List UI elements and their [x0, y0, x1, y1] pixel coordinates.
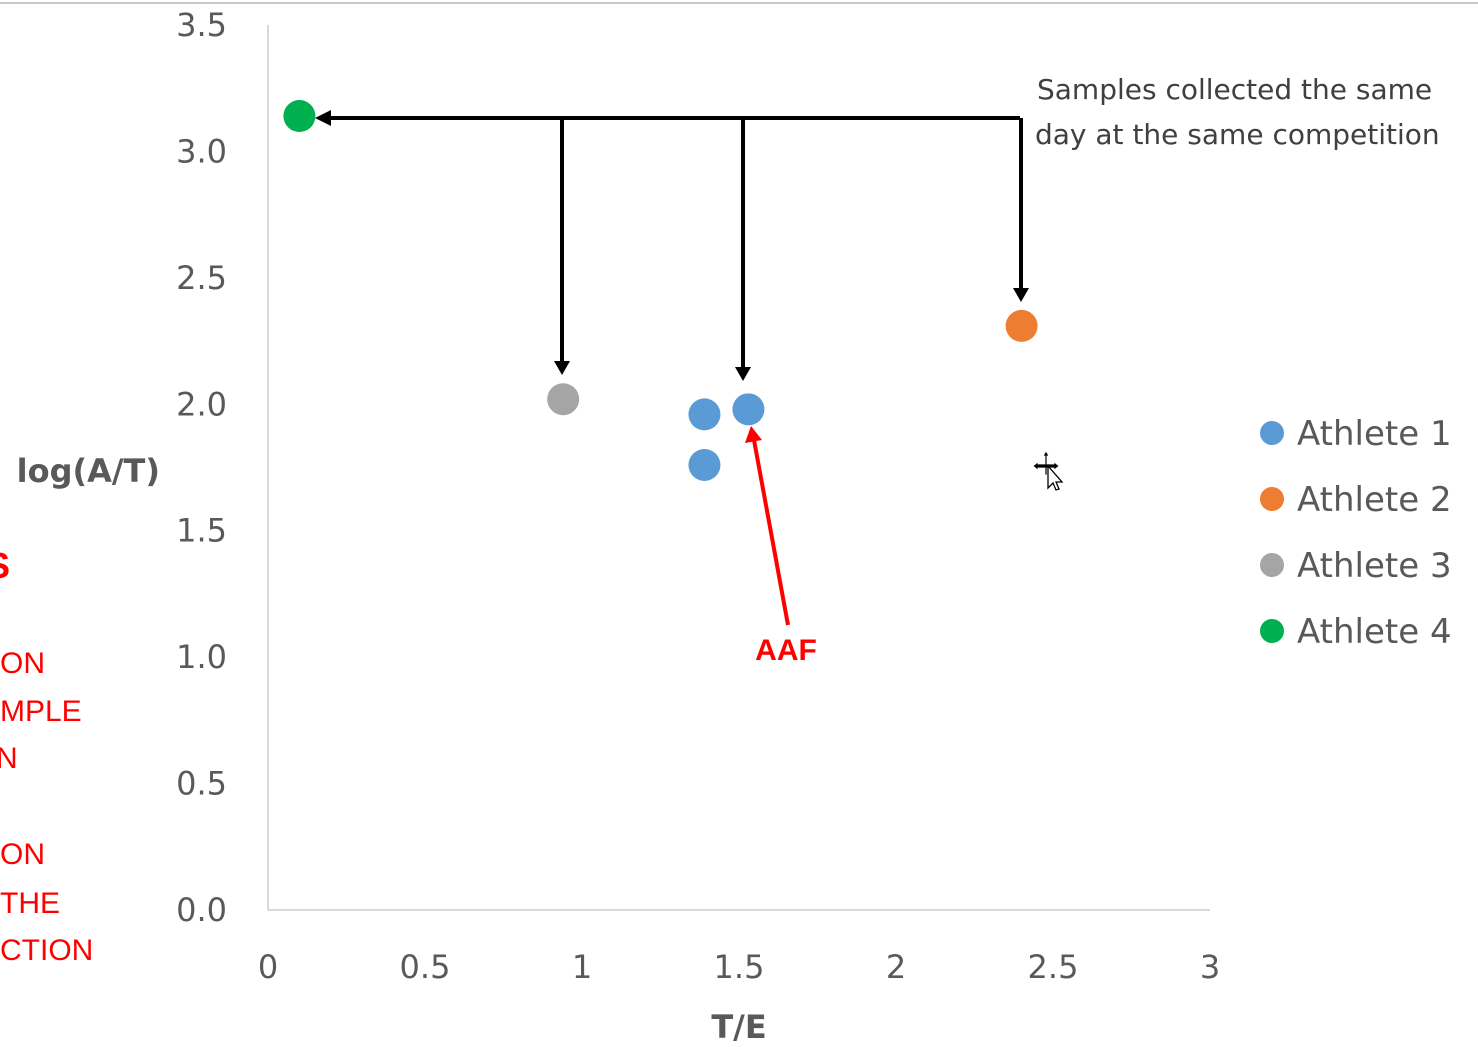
- y-tick-label: 2.0: [176, 385, 227, 423]
- y-axis-title: log(A/T): [17, 452, 160, 490]
- y-tick-label: 3.5: [176, 6, 227, 44]
- partial-line-1: ON: [0, 647, 45, 680]
- y-tick-label: 3.0: [176, 132, 227, 170]
- x-tick-label: 2: [886, 948, 906, 986]
- x-tick-label: 0.5: [400, 948, 451, 986]
- y-tick-label: 0.5: [176, 765, 227, 803]
- x-tick-label: 1.5: [714, 948, 765, 986]
- legend-marker: [1260, 421, 1284, 445]
- data-point: [547, 383, 580, 416]
- move-cursor-icon: [1032, 450, 1064, 491]
- annotation-arrows: [315, 110, 1029, 626]
- data-point: [283, 100, 316, 133]
- note-line-2: day at the same competition: [1035, 118, 1440, 151]
- aaf-arrow-line: [752, 439, 790, 626]
- y-tick-label: 1.5: [176, 512, 227, 550]
- x-tick-label: 0: [258, 948, 278, 986]
- partial-heading: S: [0, 545, 10, 586]
- legend: Athlete 1 Athlete 2 Athlete 3 Athlete 4: [1260, 414, 1452, 652]
- data-point: [688, 448, 721, 481]
- arrowhead-down-icon-2: [735, 367, 751, 381]
- data-point: [732, 393, 765, 426]
- arrowhead-left-icon: [315, 110, 331, 126]
- legend-marker: [1260, 487, 1284, 511]
- x-tick-label: 3: [1200, 948, 1220, 986]
- left-partial-text: S ON MPLE N ON THE CTION: [0, 545, 93, 967]
- aaf-label: AAF: [755, 634, 817, 667]
- partial-line-2: MPLE: [0, 695, 82, 728]
- x-tick-label: 2.5: [1028, 948, 1079, 986]
- scatter-points: [283, 100, 1038, 481]
- data-point: [1005, 309, 1038, 342]
- legend-marker: [1260, 553, 1284, 577]
- y-tick-label: 1.0: [176, 638, 227, 676]
- partial-line-4: ON: [0, 838, 45, 871]
- legend-label: Athlete 3: [1297, 546, 1452, 586]
- plot-axes: [267, 25, 1210, 911]
- legend-label: Athlete 1: [1297, 414, 1452, 454]
- arrowhead-down-icon-1: [554, 361, 570, 375]
- y-tick-label: 0.0: [176, 891, 227, 929]
- y-tick-labels: 0.0 0.5 1.0 1.5 2.0 2.5 3.0 3.5: [176, 6, 227, 929]
- x-tick-labels: 0 0.5 1 1.5 2 2.5 3: [258, 948, 1220, 986]
- x-axis-title: T/E: [711, 1008, 766, 1046]
- data-point: [688, 398, 721, 431]
- partial-line-6: CTION: [0, 934, 93, 967]
- legend-marker: [1260, 619, 1284, 643]
- x-tick-label: 1: [572, 948, 592, 986]
- arrowhead-down-icon-3: [1013, 288, 1029, 302]
- y-tick-label: 2.5: [176, 259, 227, 297]
- aaf-arrowhead-icon: [745, 426, 762, 443]
- partial-line-5: THE: [0, 887, 60, 920]
- legend-label: Athlete 4: [1297, 612, 1452, 652]
- partial-line-3: N: [0, 742, 18, 775]
- legend-label: Athlete 2: [1297, 480, 1452, 520]
- note-line-1: Samples collected the same: [1037, 73, 1432, 106]
